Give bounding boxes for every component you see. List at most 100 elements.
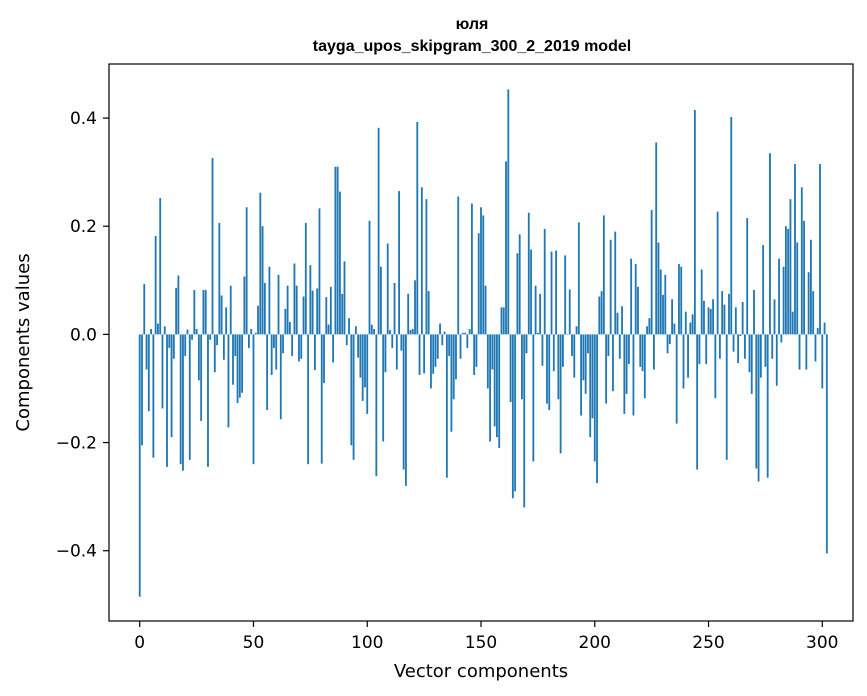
bar-34 <box>216 334 218 346</box>
bar-112 <box>393 283 396 335</box>
bar-25 <box>195 328 198 335</box>
bar-237 <box>678 264 680 335</box>
bar-57 <box>268 266 271 335</box>
bar-179 <box>546 334 548 404</box>
bar-60 <box>275 334 278 370</box>
bar-296 <box>812 291 815 335</box>
bar-44 <box>238 334 241 398</box>
x-tick-label: 0 <box>134 633 145 653</box>
bar-276 <box>766 334 769 478</box>
bar-162 <box>507 89 510 335</box>
bar-178 <box>543 228 546 335</box>
bar-144 <box>466 334 469 348</box>
bar-242 <box>689 322 692 335</box>
bar-32 <box>211 158 214 335</box>
bar-234 <box>671 299 674 335</box>
bar-226 <box>653 334 655 370</box>
bar-132 <box>439 323 441 335</box>
bar-97 <box>359 334 362 378</box>
bar-8 <box>157 323 159 335</box>
bar-4 <box>147 334 150 412</box>
bar-195 <box>582 334 585 381</box>
bar-48 <box>248 334 250 348</box>
bar-247 <box>700 269 703 335</box>
bar-137 <box>450 334 453 432</box>
bar-18 <box>179 334 182 465</box>
bar-297 <box>814 334 817 362</box>
bar-36 <box>220 295 223 335</box>
bar-3 <box>145 334 148 370</box>
bar-39 <box>227 334 230 428</box>
bar-165 <box>514 334 517 492</box>
bar-272 <box>757 334 760 482</box>
bar-194 <box>580 334 583 416</box>
y-tick-label: −0.2 <box>56 434 97 454</box>
bar-79 <box>318 208 321 335</box>
bar-267 <box>746 218 749 335</box>
bar-37 <box>222 334 225 360</box>
bar-295 <box>809 239 812 335</box>
bar-117 <box>405 334 407 486</box>
bar-301 <box>823 322 826 335</box>
bar-198 <box>589 334 592 438</box>
bar-233 <box>668 334 671 345</box>
bar-52 <box>257 305 259 335</box>
bar-261 <box>732 334 735 352</box>
chart-subtitle: tayga_upos_skipgram_300_2_2019 model <box>313 38 631 55</box>
bar-121 <box>414 280 416 335</box>
bar-59 <box>273 334 275 348</box>
bar-63 <box>282 334 284 354</box>
y-tick-label: 0.0 <box>70 325 97 345</box>
bar-252 <box>712 299 714 335</box>
bar-125 <box>423 334 426 374</box>
bar-108 <box>384 334 387 373</box>
bar-136 <box>448 334 451 357</box>
bar-116 <box>402 334 405 470</box>
bar-110 <box>389 330 391 335</box>
bar-245 <box>696 334 699 470</box>
bar-134 <box>443 331 446 335</box>
bar-49 <box>250 328 253 335</box>
bar-244 <box>693 109 696 335</box>
bar-298 <box>816 327 819 335</box>
bar-33 <box>213 334 216 373</box>
bar-196 <box>584 334 587 394</box>
bar-250 <box>707 307 710 335</box>
bar-11 <box>163 326 166 335</box>
bar-119 <box>409 330 412 335</box>
bar-217 <box>632 334 635 416</box>
bar-26 <box>197 334 200 381</box>
bar-98 <box>361 334 364 401</box>
bar-77 <box>313 334 316 371</box>
bar-260 <box>730 116 733 335</box>
bar-93 <box>350 334 353 446</box>
bar-190 <box>571 334 573 357</box>
bar-101 <box>368 220 371 335</box>
y-axis-label: Components values <box>13 253 34 431</box>
bar-263 <box>737 334 740 364</box>
bar-76 <box>311 290 314 335</box>
x-tick-label: 250 <box>692 633 724 653</box>
bar-103 <box>373 328 375 335</box>
bar-115 <box>400 334 403 351</box>
bar-78 <box>316 288 319 335</box>
bar-92 <box>348 318 350 335</box>
bar-282 <box>780 334 783 343</box>
bar-145 <box>468 328 471 335</box>
bar-138 <box>452 334 455 400</box>
bar-200 <box>593 334 596 462</box>
bar-302 <box>825 334 828 554</box>
bar-193 <box>577 222 580 335</box>
bar-54 <box>261 226 264 335</box>
bar-156 <box>493 334 496 427</box>
bar-166 <box>516 253 519 335</box>
bar-70 <box>298 334 300 362</box>
bar-220 <box>639 334 642 367</box>
bar-95 <box>354 326 357 335</box>
bar-123 <box>418 334 421 375</box>
bar-187 <box>564 255 567 335</box>
bar-262 <box>734 307 737 335</box>
bar-208 <box>612 334 614 392</box>
bar-191 <box>573 334 576 378</box>
bar-270 <box>753 290 755 335</box>
